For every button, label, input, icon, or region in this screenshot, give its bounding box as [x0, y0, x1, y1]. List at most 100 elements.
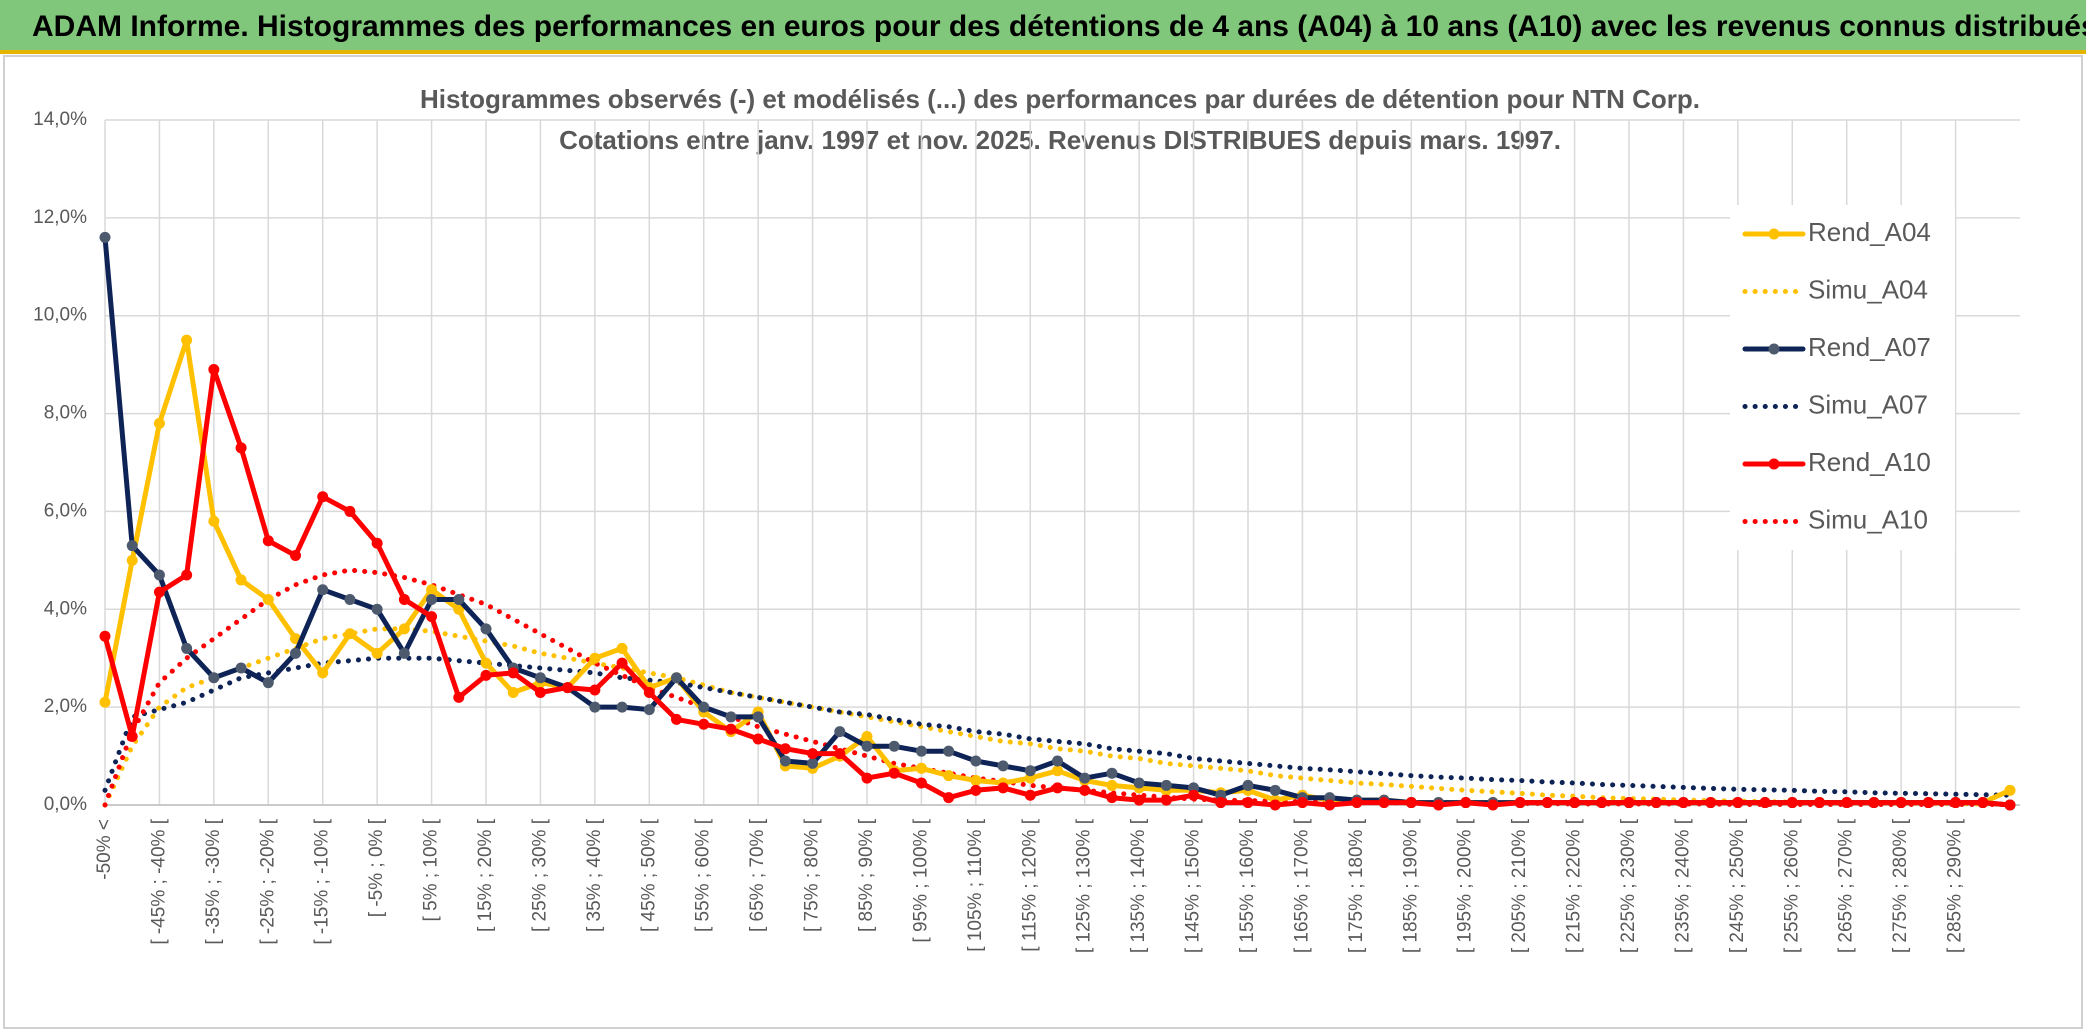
- point-marker: [1977, 797, 1989, 809]
- x-tick-label: [ 65% ; 70% [: [747, 818, 768, 932]
- point-marker: [1052, 782, 1063, 794]
- point-marker: [153, 586, 165, 598]
- point-marker: [970, 755, 982, 767]
- point-marker: [534, 686, 546, 698]
- point-marker: [1677, 797, 1689, 809]
- point-marker: [453, 691, 465, 703]
- point-marker: [1814, 797, 1825, 809]
- point-marker: [398, 623, 410, 635]
- point-marker: [317, 584, 329, 596]
- point-marker: [1950, 797, 1962, 809]
- point-marker: [1269, 799, 1281, 811]
- header-title: ADAM Informe. Histogrammes des performan…: [32, 10, 2086, 43]
- point-marker: [344, 594, 356, 605]
- point-marker: [208, 672, 220, 684]
- point-marker: [1079, 772, 1091, 784]
- point-marker: [1460, 797, 1472, 809]
- x-tick-label: [ -45% ; -40% [: [148, 818, 169, 944]
- point-marker: [426, 594, 438, 605]
- point-marker: [1052, 765, 1063, 777]
- point-marker: [1705, 797, 1717, 809]
- point-marker: [262, 677, 274, 689]
- point-marker: [807, 748, 819, 760]
- point-marker: [317, 491, 329, 503]
- x-tick-label: [ 95% ; 100% [: [910, 818, 931, 942]
- legend: Rend_A04 Simu_A04 Rend_A07 Simu_A07 Rend_A10…: [1730, 205, 1955, 550]
- point-marker: [235, 574, 247, 586]
- x-tick-label: [ 195% ; 200% [: [1455, 818, 1476, 953]
- point-marker: [752, 711, 764, 723]
- x-tick-label: [ 155% ; 160% [: [1237, 818, 1258, 953]
- point-marker: [698, 701, 710, 713]
- point-marker: [915, 762, 927, 774]
- y-tick-label: 14,0%: [33, 109, 87, 130]
- point-marker: [562, 682, 574, 694]
- x-tick-label: [ 175% ; 180% [: [1346, 818, 1367, 953]
- point-marker: [970, 784, 982, 796]
- x-tick-label: [ 165% ; 170% [: [1291, 818, 1312, 953]
- point-marker: [616, 657, 628, 669]
- point-marker: [1188, 789, 1200, 801]
- point-marker: [181, 334, 193, 346]
- legend-marker: [1768, 228, 1780, 240]
- point-marker: [997, 760, 1009, 772]
- point-marker: [1868, 797, 1880, 809]
- point-marker: [208, 364, 220, 376]
- point-marker: [1242, 779, 1254, 791]
- y-tick-label: 6,0%: [44, 500, 87, 521]
- x-tick-label: [ 145% ; 150% [: [1183, 818, 1204, 953]
- point-marker: [1786, 797, 1798, 809]
- x-tick-label: [ 235% ; 240% [: [1672, 818, 1693, 953]
- x-tick-label: [ -5% ; 0% [: [366, 818, 387, 917]
- point-marker: [426, 611, 438, 623]
- point-marker: [915, 777, 927, 789]
- point-marker: [99, 231, 111, 243]
- point-marker: [1242, 797, 1254, 809]
- point-marker: [480, 657, 492, 669]
- point-marker: [235, 662, 247, 674]
- point-marker: [616, 642, 628, 654]
- point-marker: [807, 757, 819, 769]
- point-marker: [671, 672, 682, 684]
- point-marker: [371, 647, 383, 659]
- point-marker: [1351, 797, 1363, 809]
- point-marker: [290, 647, 301, 659]
- point-marker: [888, 740, 900, 752]
- point-marker: [262, 594, 274, 605]
- point-marker: [1133, 794, 1145, 806]
- point-marker: [1541, 797, 1553, 809]
- point-marker: [153, 569, 165, 581]
- point-marker: [1732, 797, 1744, 809]
- point-marker: [1759, 797, 1771, 809]
- point-marker: [480, 623, 492, 635]
- point-marker: [181, 642, 193, 654]
- point-marker: [915, 745, 927, 757]
- x-tick-label: [ -15% ; -10% [: [312, 818, 333, 944]
- point-marker: [970, 775, 982, 787]
- point-marker: [126, 540, 138, 552]
- point-marker: [671, 713, 682, 725]
- x-tick-label: [ 225% ; 230% [: [1618, 818, 1639, 953]
- x-tick-label: [ 15% ; 20% [: [475, 818, 496, 932]
- point-marker: [861, 740, 873, 752]
- y-tick-label: 10,0%: [33, 305, 87, 326]
- point-marker: [2004, 784, 2016, 796]
- x-tick-label: [ 25% ; 30% [: [529, 818, 550, 932]
- legend-marker: [1768, 343, 1780, 355]
- frame: [3, 55, 2083, 1029]
- point-marker: [1106, 779, 1118, 791]
- x-tick-label: [ 135% ; 140% [: [1128, 818, 1149, 953]
- legend-label: Rend_A04: [1808, 217, 1931, 247]
- x-tick-label: [ 85% ; 90% [: [856, 818, 877, 932]
- x-tick-label: [ 55% ; 60% [: [693, 818, 714, 932]
- x-tick-label: [ 255% ; 260% [: [1781, 818, 1802, 953]
- point-marker: [398, 594, 410, 605]
- point-marker: [1623, 797, 1635, 809]
- point-marker: [1324, 799, 1336, 811]
- legend-marker: [1768, 458, 1780, 470]
- x-tick-label: [ 5% ; 10% [: [421, 818, 442, 921]
- point-marker: [1650, 797, 1662, 809]
- point-marker: [507, 667, 519, 679]
